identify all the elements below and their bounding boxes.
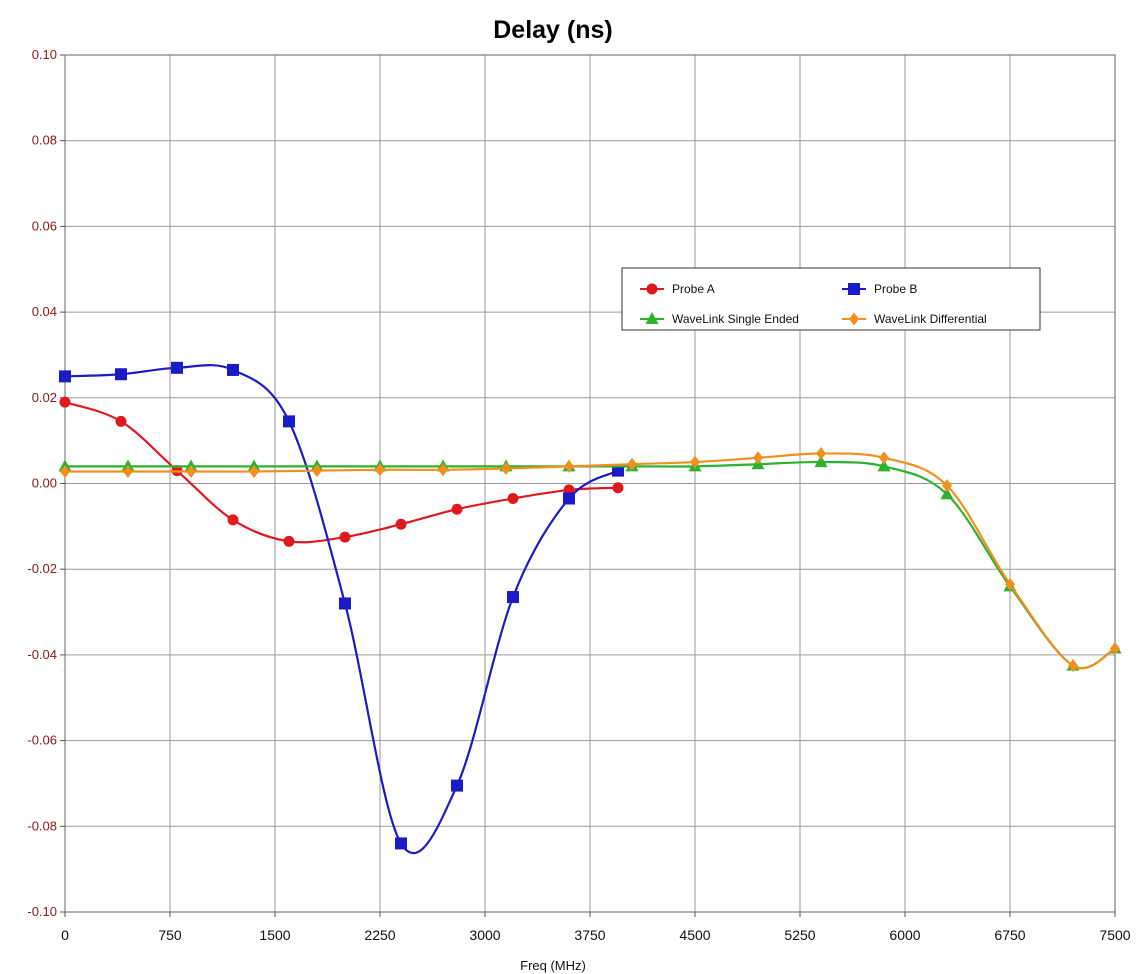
legend-swatch-marker bbox=[645, 312, 659, 324]
x-tick-label: 3000 bbox=[469, 927, 500, 943]
data-point-wavelink-differential bbox=[438, 463, 448, 477]
y-tick-label: -0.08 bbox=[27, 818, 57, 833]
data-point-probe-a bbox=[451, 503, 463, 515]
data-point-wavelink-single-ended bbox=[940, 487, 954, 500]
legend-swatch-marker bbox=[849, 312, 859, 326]
legend-item-wavelink-differential: WaveLink Differential bbox=[842, 312, 987, 326]
legend-label: Probe A bbox=[672, 282, 715, 296]
data-point-wavelink-differential bbox=[627, 457, 637, 471]
x-tick-label: 6000 bbox=[889, 927, 920, 943]
legend-item-wavelink-single-ended: WaveLink Single Ended bbox=[640, 312, 799, 326]
data-point-probe-a bbox=[227, 514, 239, 526]
data-point-wavelink-differential bbox=[312, 464, 322, 478]
x-tick-label: 5250 bbox=[784, 927, 815, 943]
x-tick-label: 2250 bbox=[364, 927, 395, 943]
legend-swatch-marker bbox=[646, 283, 658, 295]
x-tick-label: 3750 bbox=[574, 927, 605, 943]
y-tick-label: 0.06 bbox=[32, 218, 57, 233]
x-tick-label: 1500 bbox=[259, 927, 290, 943]
series-wavelink-differential bbox=[60, 447, 1120, 673]
legend: Probe A Probe B WaveLink Single Ended WaveL… bbox=[621, 267, 1041, 331]
legend-label: Probe B bbox=[874, 282, 917, 296]
data-point-probe-b bbox=[227, 363, 239, 376]
data-point-wavelink-differential bbox=[249, 465, 259, 479]
data-point-wavelink-differential bbox=[375, 463, 385, 477]
legend-item-probe-a: Probe A bbox=[640, 282, 715, 296]
data-point-wavelink-differential bbox=[816, 447, 826, 461]
data-point-probe-a bbox=[115, 415, 127, 427]
x-axis-ticks: 0 750 1500 2250 3000 3750 4500 5250 6000 6750 7500 bbox=[61, 927, 1131, 943]
y-tick-label: 0.04 bbox=[32, 304, 57, 319]
x-tick-label: 4500 bbox=[679, 927, 710, 943]
data-point-probe-b bbox=[115, 368, 127, 381]
data-point-probe-a bbox=[59, 396, 71, 408]
series-layer bbox=[58, 361, 1122, 855]
data-point-wavelink-single-ended bbox=[814, 455, 828, 468]
data-point-wavelink-differential bbox=[690, 455, 700, 469]
data-point-probe-a bbox=[283, 535, 295, 547]
data-point-probe-a bbox=[395, 518, 407, 530]
y-tick-label: -0.04 bbox=[27, 647, 57, 662]
data-point-probe-b bbox=[395, 837, 407, 850]
data-point-probe-b bbox=[339, 597, 351, 610]
data-point-wavelink-differential bbox=[564, 459, 574, 473]
y-tick-label: 0.10 bbox=[32, 47, 57, 62]
data-point-wavelink-differential bbox=[942, 479, 952, 493]
y-tick-label: -0.06 bbox=[27, 733, 57, 748]
x-axis-label: Freq (MHz) bbox=[520, 958, 586, 973]
x-tick-label: 6750 bbox=[994, 927, 1025, 943]
series-probe-b bbox=[59, 361, 624, 855]
data-point-wavelink-single-ended bbox=[877, 459, 891, 472]
data-point-wavelink-differential bbox=[60, 465, 70, 479]
y-tick-label: -0.02 bbox=[27, 561, 57, 576]
data-point-probe-a bbox=[507, 492, 519, 504]
legend-item-probe-b: Probe B bbox=[842, 282, 917, 296]
data-point-probe-b bbox=[171, 361, 183, 374]
data-point-probe-b bbox=[451, 779, 463, 792]
y-tick-label: 0.00 bbox=[32, 476, 57, 491]
y-tick-label: 0.02 bbox=[32, 390, 57, 405]
plot-area-border bbox=[64, 54, 1116, 913]
data-point-probe-b bbox=[59, 370, 71, 383]
x-tick-label: 7500 bbox=[1099, 927, 1130, 943]
data-point-wavelink-differential bbox=[1068, 659, 1078, 673]
data-point-wavelink-differential bbox=[879, 451, 889, 465]
y-axis-ticks: 0.10 0.08 0.06 0.04 0.02 0.00 -0.02 -0.04 -0.06 -… bbox=[27, 47, 57, 919]
data-point-probe-a bbox=[339, 531, 351, 543]
data-point-probe-b bbox=[283, 415, 295, 428]
data-point-wavelink-differential bbox=[753, 451, 763, 465]
data-point-probe-b bbox=[612, 464, 624, 477]
legend-label: WaveLink Differential bbox=[874, 312, 987, 326]
legend-label: WaveLink Single Ended bbox=[672, 312, 799, 326]
chart-title: Delay (ns) bbox=[493, 16, 612, 44]
data-point-probe-a bbox=[612, 482, 624, 494]
grid bbox=[60, 54, 1116, 917]
data-point-probe-b bbox=[507, 591, 519, 604]
data-point-wavelink-differential bbox=[186, 465, 196, 479]
data-point-probe-b bbox=[563, 492, 575, 505]
legend-box bbox=[621, 267, 1041, 331]
series-probe-a bbox=[59, 396, 624, 547]
data-point-wavelink-differential bbox=[1005, 577, 1015, 591]
data-point-wavelink-differential bbox=[1110, 641, 1120, 655]
data-point-wavelink-differential bbox=[501, 462, 511, 476]
y-tick-label: -0.10 bbox=[27, 904, 57, 919]
y-tick-label: 0.08 bbox=[32, 133, 57, 148]
legend-swatch-marker bbox=[848, 283, 860, 295]
x-tick-label: 0 bbox=[61, 927, 69, 943]
data-point-wavelink-differential bbox=[123, 465, 133, 479]
x-tick-label: 750 bbox=[158, 927, 182, 943]
